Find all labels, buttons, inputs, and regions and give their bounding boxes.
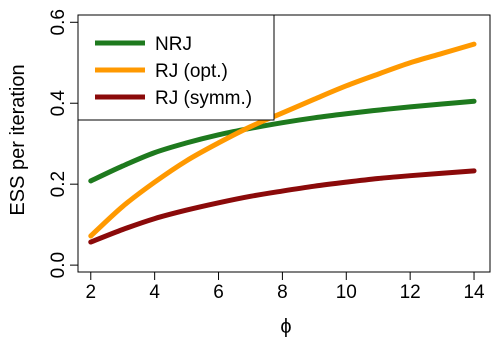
series-lines xyxy=(88,41,477,245)
x-tick-label: 8 xyxy=(277,282,288,303)
x-tick-label: 6 xyxy=(213,282,224,303)
x-axis: 2 4 6 8 10 12 14 xyxy=(85,271,485,303)
x-tick-label: 4 xyxy=(149,282,160,303)
x-tick-label: 12 xyxy=(400,282,421,303)
x-tick-label: 14 xyxy=(463,282,485,303)
x-tick-label: 10 xyxy=(336,282,357,303)
series-line-1 xyxy=(88,98,477,184)
series-line-2 xyxy=(88,41,477,239)
y-tick-label: 0.0 xyxy=(48,252,69,278)
legend-label: RJ (opt.) xyxy=(155,61,228,82)
series-line-3 xyxy=(88,168,477,245)
legend-label: NRJ xyxy=(155,34,192,55)
y-tick-label: 0.4 xyxy=(48,90,69,117)
y-axis: 0.0 0.2 0.4 0.6 xyxy=(48,9,79,278)
y-axis-label: ESS per iteration xyxy=(7,64,29,215)
x-tick-label: 2 xyxy=(85,282,96,303)
legend: NRJ RJ (opt.) RJ (symm.) xyxy=(77,14,275,121)
y-tick-label: 0.6 xyxy=(48,9,69,35)
legend-label: RJ (symm.) xyxy=(155,88,252,109)
x-axis-label: ϕ xyxy=(280,316,291,337)
y-tick-label: 0.2 xyxy=(48,171,69,197)
